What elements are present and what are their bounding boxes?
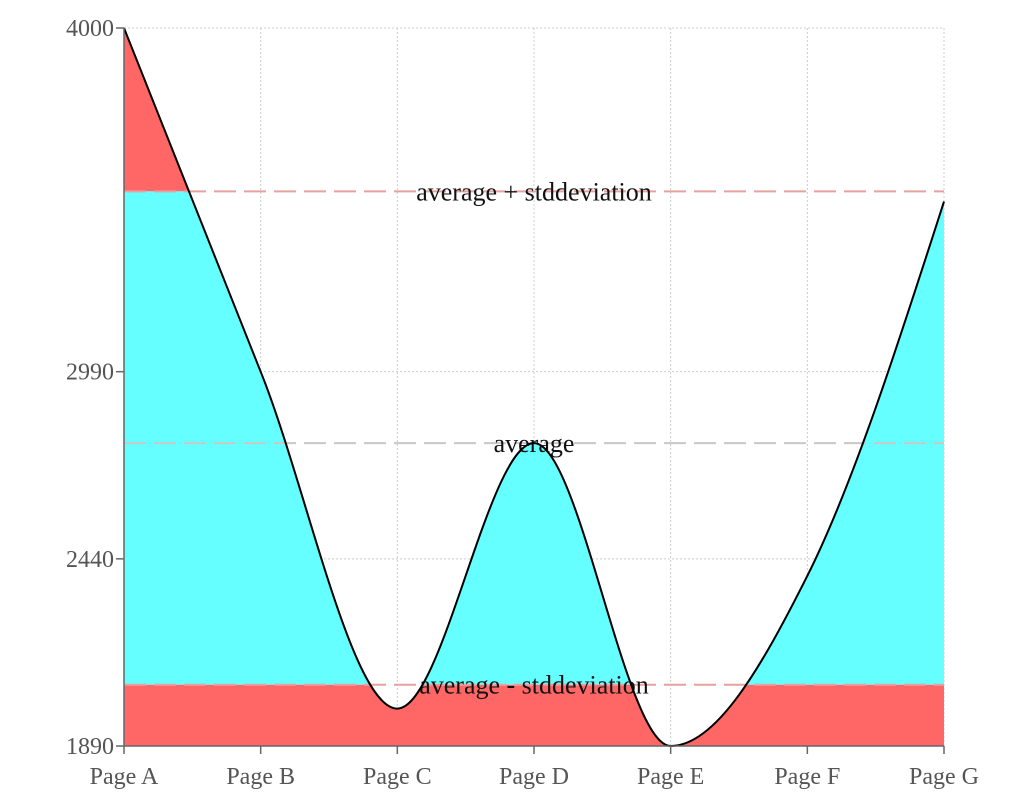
x-tick-label: Page C xyxy=(363,764,432,790)
x-tick-label: Page B xyxy=(226,764,295,790)
axes: 4000 2990 2440 1890 Page A Page B Page C Page D… xyxy=(66,16,979,790)
area-fill-within-band xyxy=(124,191,944,685)
area-fills xyxy=(124,28,944,746)
series-line-group xyxy=(123,27,945,748)
x-tick-label: Page E xyxy=(637,764,704,790)
x-tick-label: Page F xyxy=(774,764,840,790)
y-tick-label: 2990 xyxy=(66,360,114,386)
area-fill-above-band xyxy=(124,28,189,192)
reference-line-label: average - stddeviation xyxy=(419,671,649,700)
area-fill-below-band xyxy=(124,684,944,746)
x-tick-label: Page D xyxy=(499,764,569,790)
y-tick-label: 1890 xyxy=(66,734,114,760)
x-tick-label: Page A xyxy=(90,764,159,790)
y-tick-label: 4000 xyxy=(66,16,114,42)
y-tick-label: 2440 xyxy=(66,547,114,573)
series-line xyxy=(123,27,945,748)
reference-line-label: average + stddeviation xyxy=(416,177,652,206)
x-tick-label: Page G xyxy=(909,764,979,790)
